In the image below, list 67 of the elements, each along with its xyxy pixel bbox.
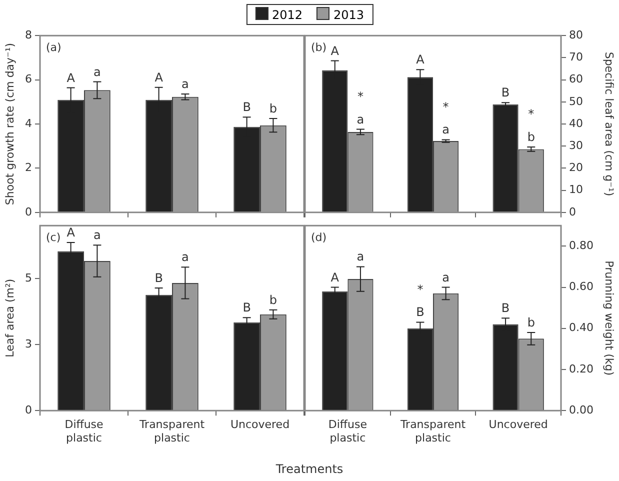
y-tick-label: 0 <box>25 205 32 218</box>
annotation: (b) <box>311 40 327 54</box>
data-label: b <box>527 315 535 330</box>
data-label: A <box>154 70 164 84</box>
y-tick-label: 6 <box>25 72 32 86</box>
y-tick-label: 60 <box>569 72 583 86</box>
y-tick-label: 0.20 <box>569 362 594 376</box>
y-tick-label: 2 <box>25 161 32 174</box>
data-label: A <box>330 270 340 284</box>
data-label: b <box>269 101 278 116</box>
data-label: B <box>416 305 424 320</box>
x-tick-label: Diffuse plastic <box>328 418 368 444</box>
data-label: b <box>269 292 278 307</box>
y-tick-label: 0 <box>25 403 32 416</box>
x-tick-label: Uncovered <box>230 418 290 432</box>
data-label: A <box>66 70 76 85</box>
data-label: a <box>182 76 189 91</box>
data-label: B <box>242 100 251 114</box>
y-tick-label: 80 <box>569 28 583 42</box>
y-axis-title: Shoot growth rate (cm day⁻¹) <box>3 42 16 206</box>
data-label: B <box>501 86 510 100</box>
y-tick-label: 3 <box>25 337 32 350</box>
x-tick-label: Transparent plastic <box>399 418 466 444</box>
y-tick-label: 5 <box>25 271 32 284</box>
x-tick-label: Diffuse plastic <box>64 418 104 444</box>
y-axis-title: Prunning weight (kg) <box>602 260 616 376</box>
data-label: B <box>154 270 163 285</box>
y-axis-title: Specific leaf area (cm g⁻¹) <box>602 52 616 196</box>
data-label: A <box>330 44 340 58</box>
x-tick-label: Uncovered <box>488 418 548 432</box>
data-label: A <box>416 52 426 67</box>
annotation: * <box>417 282 424 296</box>
y-tick-label: 0.60 <box>569 280 594 294</box>
data-label: b <box>527 130 535 144</box>
annotation: * <box>357 89 364 104</box>
annotation: (d) <box>311 230 327 244</box>
y-tick-label: 8 <box>25 28 32 42</box>
annotation: * <box>442 100 449 114</box>
data-label: a <box>94 64 101 79</box>
y-tick-label: 70 <box>569 50 583 64</box>
x-tick-label: Transparent plastic <box>138 418 206 444</box>
data-label: a <box>94 228 101 242</box>
data-label: A <box>66 226 76 240</box>
y-tick-label: 0.40 <box>569 321 594 334</box>
y-tick-label: 20 <box>569 161 583 174</box>
data-label: a <box>442 270 450 284</box>
data-label: B <box>242 300 251 315</box>
y-tick-label: 10 <box>569 183 583 196</box>
y-tick-label: 30 <box>569 138 583 152</box>
data-label: a <box>356 250 364 264</box>
y-tick-label: 0.80 <box>569 239 594 252</box>
y-tick-label: 0.00 <box>569 403 594 416</box>
y-tick-label: 40 <box>569 116 583 130</box>
annotation: (c) <box>46 230 61 244</box>
annotation: * <box>528 107 534 122</box>
legend-label: 2012 <box>270 7 302 22</box>
data-label: a <box>356 112 364 126</box>
data-label: B <box>501 301 510 316</box>
legend-label: 2013 <box>332 7 364 22</box>
y-axis-title: Leaf area (m²) <box>3 278 16 358</box>
x-axis-title: Treatments <box>274 462 344 476</box>
y-tick-label: 0 <box>569 205 576 218</box>
y-tick-label: 4 <box>25 116 32 130</box>
data-label: a <box>182 250 189 264</box>
y-tick-label: 50 <box>569 94 583 108</box>
data-label: a <box>442 122 450 137</box>
annotation: (a) <box>46 40 62 54</box>
